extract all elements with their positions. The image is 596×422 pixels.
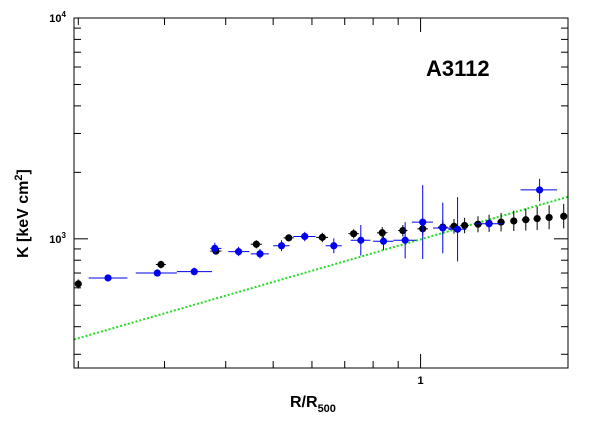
y-tick-label-base: 10 (49, 234, 61, 246)
y-axis-title: K [keV cm2] (13, 169, 32, 258)
data-point (350, 230, 358, 238)
data-point (104, 274, 112, 282)
data-point (419, 218, 427, 226)
data-point (461, 221, 469, 230)
data-point (401, 236, 409, 244)
data-point (74, 280, 82, 288)
data-point (211, 244, 219, 252)
data-point (330, 242, 338, 250)
series-group (74, 178, 568, 289)
y-tick-label-exponent: 3 (62, 231, 67, 240)
data-point (510, 217, 518, 225)
data-point (485, 220, 493, 228)
x-axis-title-main: R/R (290, 394, 318, 411)
data-point (560, 212, 568, 220)
data-point (545, 213, 553, 222)
data-point (153, 269, 161, 277)
x-axis-title: R/R500 (290, 394, 336, 415)
data-point (357, 236, 365, 244)
data-point (378, 229, 386, 237)
data-point (497, 218, 505, 226)
data-point (533, 214, 541, 223)
y-axis-title-main: K [keV cm (15, 181, 32, 258)
y-axis-title-superscript: 2 (13, 175, 25, 181)
data-point (190, 268, 198, 276)
data-point (235, 248, 243, 256)
y-tick-label-base: 10 (49, 13, 61, 25)
data-point (301, 232, 309, 241)
x-tick-label: 1 (418, 375, 424, 387)
data-point (536, 186, 544, 194)
y-tick-label: 103 (49, 231, 66, 246)
data-point (439, 224, 447, 232)
fit-line (73, 195, 569, 341)
x-axis-title-subscript: 500 (318, 403, 336, 415)
data-point (318, 233, 326, 241)
data-point (453, 225, 462, 233)
data-point (157, 260, 165, 269)
data-point (285, 234, 293, 242)
axis-ticks (74, 17, 569, 368)
data-point (256, 250, 264, 258)
data-point (522, 216, 530, 224)
series-1 (88, 178, 558, 282)
data-point (252, 240, 260, 248)
y-tick-label-exponent: 4 (62, 10, 67, 19)
fit-line-group (73, 195, 569, 341)
data-point (277, 242, 286, 250)
annotation-label: A3112 (426, 56, 490, 81)
plot-frame (73, 17, 569, 369)
y-tick-label: 104 (49, 10, 66, 25)
y-axis-title-close: ] (15, 169, 32, 174)
data-point (379, 237, 388, 245)
